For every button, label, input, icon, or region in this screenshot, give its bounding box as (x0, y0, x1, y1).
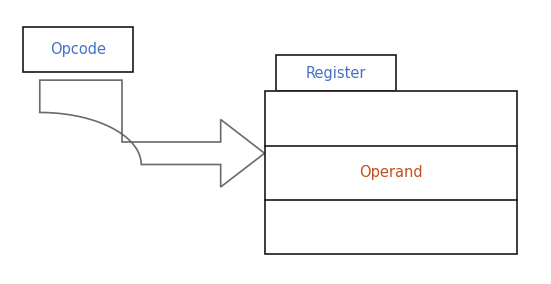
Polygon shape (40, 80, 264, 187)
Bar (264, 91, 517, 254)
Text: Opcode: Opcode (50, 42, 106, 57)
Bar (276, 55, 396, 91)
Bar (23, 27, 133, 72)
Text: Operand: Operand (359, 166, 423, 180)
Text: Register: Register (306, 66, 366, 81)
